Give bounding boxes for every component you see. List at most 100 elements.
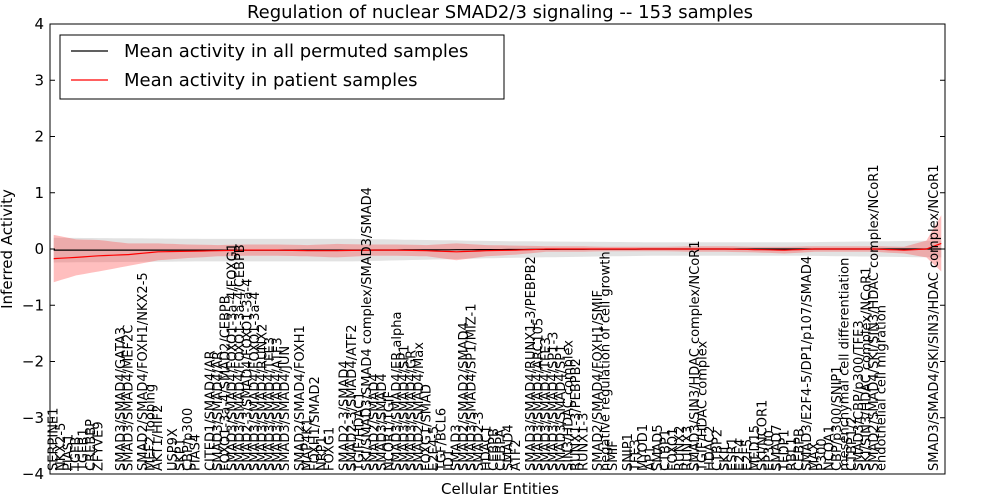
entity-label: SMAD2/SMAD4/FOXH1/SMIF	[591, 290, 606, 471]
entity-label: NCOR1/TGIF	[382, 391, 397, 471]
y-tick-label: −3	[22, 409, 44, 427]
entity-label: ATF2	[509, 439, 524, 471]
entity-label: CTBP1	[658, 429, 673, 471]
entity-label: USP9X	[166, 428, 181, 471]
entity-label: NKX2-5	[54, 423, 69, 471]
entity-label: SKI/SIN3/HDAC complex/NCoR1	[860, 267, 875, 471]
entity-label: SMAD3	[450, 424, 465, 471]
entity-label: SMAD3/SMAD4/AR	[211, 351, 226, 471]
legend-label-patient: Mean activity in patient samples	[124, 70, 418, 91]
entity-label: PIAS4	[188, 434, 203, 471]
entity-label: HDAC1	[479, 425, 494, 471]
entity-label: RBL1	[785, 438, 800, 471]
entity-label: TGFB	[69, 437, 84, 472]
entity-label: CEBPB	[487, 428, 502, 471]
entity-label: SMAD2-3	[472, 411, 487, 471]
entity-label: RUNX1-3	[576, 413, 591, 471]
entity-label: SMAD2/SMAD4/FOXH1/NKX2-5	[136, 272, 151, 471]
entity-label: MED15	[748, 425, 763, 471]
entity-label: PIAS1	[62, 434, 77, 471]
entity-label: SMAD3/SMAD4/SP1	[554, 345, 569, 471]
entity-label: SMAD3/SMAD4/RUNX2	[256, 324, 271, 472]
x-axis-label: Cellular Entities	[441, 480, 559, 498]
entity-label: SMAD3/SMAD4/SP1/MIZ-1	[464, 304, 479, 471]
entity-label: SNIP1	[621, 433, 636, 471]
line-permuted	[53, 248, 942, 251]
entity-label: RUNX1-3/PEBPB2	[569, 358, 584, 471]
entity-label: TFDP1	[778, 429, 793, 472]
y-tick-label: 1	[34, 184, 44, 202]
entity-label: SMAD2/SMAD4/Max	[412, 342, 427, 471]
entity-label: SMAD2/SMAD2/SMAD4	[457, 322, 472, 471]
entity-label: mesenchymal cell differentiation	[837, 258, 852, 471]
entity-label: ID1	[442, 449, 457, 471]
entity-label: SKI/NCOR1	[755, 400, 770, 471]
entity-label: FOXG1	[323, 427, 338, 471]
entity-label: SMAD3/SMAD4/ARC105	[532, 318, 547, 471]
entity-label: E2F4	[733, 439, 748, 471]
entity-labels: SERPINE1NKX2-5PIAS1TGFBTGFB1CREBBPZFYVE9…	[47, 164, 942, 472]
entity-label: CTBP1/2	[845, 416, 860, 471]
entity-label: SMAD3/SMAD4/RUNX1-3/PEBPB2	[524, 256, 539, 471]
line-patient	[53, 242, 942, 260]
y-tick-label: 4	[34, 15, 44, 33]
entity-label: MYOD1	[636, 424, 651, 471]
entity-label: SMAD3/SMAD4/TFE3	[263, 337, 278, 471]
entity-label: endothelial cell migration	[875, 305, 890, 471]
entity-label: AP1	[643, 446, 658, 471]
y-tick-label: −1	[22, 296, 44, 314]
y-axis-label: Inferred Activity	[0, 189, 16, 309]
entity-label: CEBPB	[793, 428, 808, 471]
entity-label: CEBPA	[494, 429, 509, 471]
y-tick-label: −4	[22, 465, 44, 483]
entity-label: SMAD3/SMAD4/FOXO1-3a-4	[248, 292, 263, 471]
entity-label: SMIF	[606, 440, 621, 471]
entity-label: FOXO1-3a-4/SMAD2/CEBPB	[218, 295, 233, 471]
entity-label: SMAD3/SMAD4/SP1-3	[546, 332, 561, 471]
entity-label: SMAD4	[502, 424, 517, 471]
entity-label: TGIF/HDAC1	[353, 392, 368, 472]
entity-label: ZFYVE9	[92, 421, 107, 471]
entity-label: ESR1	[725, 437, 740, 471]
entity-label: CBP/p300/SNIP1	[830, 365, 845, 471]
entity-label: FOXG1/SMAD	[420, 384, 435, 471]
entity-label: SMAD3/SMAD4/MEF2C	[121, 325, 136, 471]
entity-label: SIN3/HDAC complex	[561, 340, 576, 471]
band-patient	[53, 215, 942, 283]
entity-label: FOXO1	[666, 428, 681, 471]
entity-label: MAX	[808, 442, 823, 471]
entity-label: SMAD3/E2F4-5/DP1/p107/SMAD4	[800, 256, 815, 471]
entity-label: NRP1	[315, 436, 330, 471]
entity-label: SMAD3/SMAD4/GATA3	[114, 327, 129, 471]
entity-label: SMAD5	[651, 424, 666, 471]
entity-label: SMAD3/SMAD4/FOXO1-3a-4/CEBPB	[233, 244, 248, 471]
y-tick-label: 3	[34, 71, 44, 89]
entity-label: NCOA1	[822, 425, 837, 471]
entity-label: E2F5	[740, 439, 755, 471]
entity-label: CREBBP	[84, 419, 99, 471]
entity-label: SMAD3/SIN3/HDAC complex/NCoR1	[688, 241, 703, 471]
entity-label: CITED1/SMAD4/AR	[203, 350, 218, 471]
entity-label: SMAD2/SMAD4/FOXH1	[293, 325, 308, 471]
entity-label: SMAD3/SMAD4/ATF3	[271, 337, 286, 471]
entity-label: SMAD2-3/SMAD4/FOXO1-3a-4	[241, 279, 256, 471]
y-tick-label: 0	[34, 240, 44, 258]
entity-label: SMAD3/SMAD4/TFE3	[539, 337, 554, 471]
entity-label: SKI/SMAD3/SMAD4 complex/SMAD3/SMAD4	[360, 187, 375, 471]
legend-label-permuted: Mean activity in all permuted samples	[124, 41, 468, 62]
entity-label: SMAD2-3/SMAD4/ATF2	[345, 324, 360, 471]
entity-label: SKP1	[174, 438, 189, 471]
entity-label: TGIF/HDAC complex	[696, 340, 711, 472]
y-axis: −4 −3 −2 −1 0 1 2 3 4	[22, 15, 945, 483]
entity-label: SMAD3/SMAD4/JUN	[278, 346, 293, 471]
entity-label: SMAD3/SMAD4/ER alpha	[390, 312, 405, 471]
entity-label: SMAD7	[770, 424, 785, 471]
entity-label: SMAD3/SMAD4/SKI/SIN3/HDAC complex/NCoR1	[927, 165, 942, 471]
entity-label: negative regulation of cell growth	[599, 251, 614, 471]
entity-label: MAP4K1	[300, 418, 315, 471]
entity-label: SMAD3/SMAD4/FOXO1-3a-4/FOXG1	[226, 243, 241, 471]
entity-label: P300	[815, 438, 830, 471]
entity-label: CBP/p300	[181, 408, 196, 471]
entity-label: FOXH1/SMAD2	[308, 376, 323, 471]
